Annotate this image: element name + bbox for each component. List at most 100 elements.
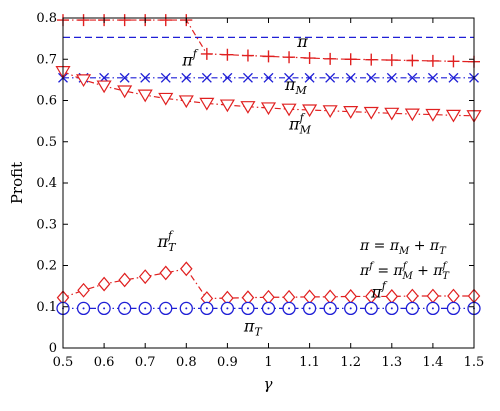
series-pi_T_f <box>56 261 481 306</box>
data-point-pi_T-dot <box>246 307 249 310</box>
data-point-pi_M <box>263 72 274 83</box>
data-point-pi_T-dot <box>123 307 126 310</box>
data-point-pi_M_f <box>178 95 194 109</box>
series-line-pi_M_f <box>62 71 475 117</box>
data-point-pi_T-dot <box>452 307 455 310</box>
x-tick-label: 1 <box>264 355 272 370</box>
x-tick-label: 1.4 <box>423 355 444 370</box>
data-point-pi_M_f <box>322 105 338 118</box>
data-point-pi_T-dot <box>205 307 208 310</box>
data-point-pi_M_f <box>363 106 379 120</box>
data-point-pi_f <box>159 14 172 27</box>
y-tick-label: 0.6 <box>36 94 57 109</box>
y-tick-label: 0.2 <box>36 259 57 274</box>
x-tick-label: 0.7 <box>135 355 156 370</box>
ann-pi-T: πT <box>243 317 264 339</box>
y-tick-label: 0.8 <box>36 11 57 26</box>
data-point-pi_M_f <box>445 109 462 123</box>
data-point-pi_M <box>242 72 253 83</box>
x-tick-label: 1.3 <box>381 355 402 370</box>
data-point-pi_T-dot <box>370 307 373 310</box>
data-point-pi_M_f <box>404 108 420 122</box>
data-point-pi_M <box>222 72 233 83</box>
data-point-pi_M <box>284 72 295 83</box>
data-point-pi_T_f <box>385 289 399 304</box>
data-point-pi_T_f <box>138 269 152 285</box>
data-point-pi_T_f <box>118 272 131 288</box>
data-point-pi_f <box>365 53 378 66</box>
series-line-pi_T_f <box>62 268 474 300</box>
data-point-pi_M_f <box>75 74 92 88</box>
data-point-pi_T-dot <box>390 307 393 310</box>
y-tick-label: 0.1 <box>36 300 57 315</box>
y-tick-label: 0.3 <box>36 217 57 232</box>
data-point-pi_M <box>140 72 151 83</box>
data-point-pi_T-dot <box>185 307 188 310</box>
data-point-pi_T-dot <box>411 307 414 310</box>
data-point-pi_T_f <box>323 289 337 305</box>
x-tick-label: 0.6 <box>94 355 115 370</box>
data-point-pi_M_f <box>240 101 256 114</box>
data-point-pi_T-dot <box>329 307 332 310</box>
data-point-pi_M <box>345 72 356 83</box>
data-point-pi_T-dot <box>349 307 352 310</box>
data-point-pi_f <box>262 50 275 63</box>
y-tick-label: 0 <box>49 341 57 356</box>
chart-marks <box>55 14 482 316</box>
x-tick-label: 1.5 <box>464 355 485 370</box>
data-point-pi_M <box>448 72 459 83</box>
data-point-pi_M <box>427 72 438 83</box>
data-point-pi_T_f <box>426 288 440 304</box>
ann-pi-M: πM <box>284 75 308 97</box>
data-point-pi_f <box>426 54 439 67</box>
data-point-pi_M <box>160 72 171 83</box>
data-point-pi_T_f <box>180 261 193 277</box>
series-pi_M <box>58 72 479 83</box>
ann-pi-M-f: πf M <box>288 111 312 136</box>
data-point-pi_f <box>344 53 357 66</box>
x-tick-label: 0.9 <box>217 355 238 370</box>
data-point-pi_M_f <box>199 97 215 111</box>
data-point-pi_f <box>77 14 90 27</box>
data-point-pi_M_f <box>158 92 174 106</box>
data-point-pi_T-dot <box>288 307 291 310</box>
x-tick-label: 0.5 <box>53 355 74 370</box>
data-point-pi_M_f <box>96 80 112 94</box>
y-tick-label: 0.7 <box>36 52 57 67</box>
ann-pi-f: πf <box>181 47 199 69</box>
data-point-pi_M_f <box>343 106 359 119</box>
data-point-pi_T-dot <box>144 307 147 310</box>
data-point-pi_f <box>221 48 234 61</box>
data-point-pi_T_f <box>344 289 357 304</box>
data-point-pi_f <box>447 55 460 68</box>
data-point-pi_T_f <box>159 265 173 281</box>
data-point-pi_f <box>406 54 419 67</box>
x-tick-label: 0.8 <box>176 355 197 370</box>
data-point-pi_T-dot <box>267 307 270 310</box>
data-point-pi_M_f <box>260 102 277 116</box>
data-point-pi_T-dot <box>226 307 229 310</box>
ann-pi-T-f: πf T <box>157 229 178 254</box>
data-point-pi_T-dot <box>82 307 85 310</box>
data-point-pi_T-dot <box>164 307 167 310</box>
equation-pi-f: πf = πf M + πf T <box>359 261 450 282</box>
data-point-pi_f <box>303 52 316 65</box>
data-point-pi_T_f <box>447 288 460 304</box>
data-point-pi_T_f <box>77 282 90 298</box>
data-point-pi_f <box>283 51 296 64</box>
data-point-pi_M_f <box>302 104 318 118</box>
data-point-pi_f <box>385 54 398 67</box>
data-point-pi_M_f <box>117 85 133 99</box>
x-tick-label: 1.1 <box>299 355 320 370</box>
axis-ticks: 0.5 0.6 0.7 0.8 0.9 1 1.1 1.2 1.3 1.4 1.5 0 0.1 0.2 0.… <box>36 11 484 370</box>
data-point-pi_f <box>241 49 254 62</box>
y-tick-label: 0.4 <box>36 176 57 191</box>
data-point-pi_f <box>200 47 213 60</box>
data-point-pi_M <box>386 72 397 83</box>
data-point-pi_M <box>304 72 315 83</box>
y-axis-label: Profit <box>8 162 26 204</box>
series-pi_M_f <box>55 66 482 123</box>
data-point-pi_M <box>201 72 212 83</box>
data-point-pi_M_f <box>137 89 153 103</box>
